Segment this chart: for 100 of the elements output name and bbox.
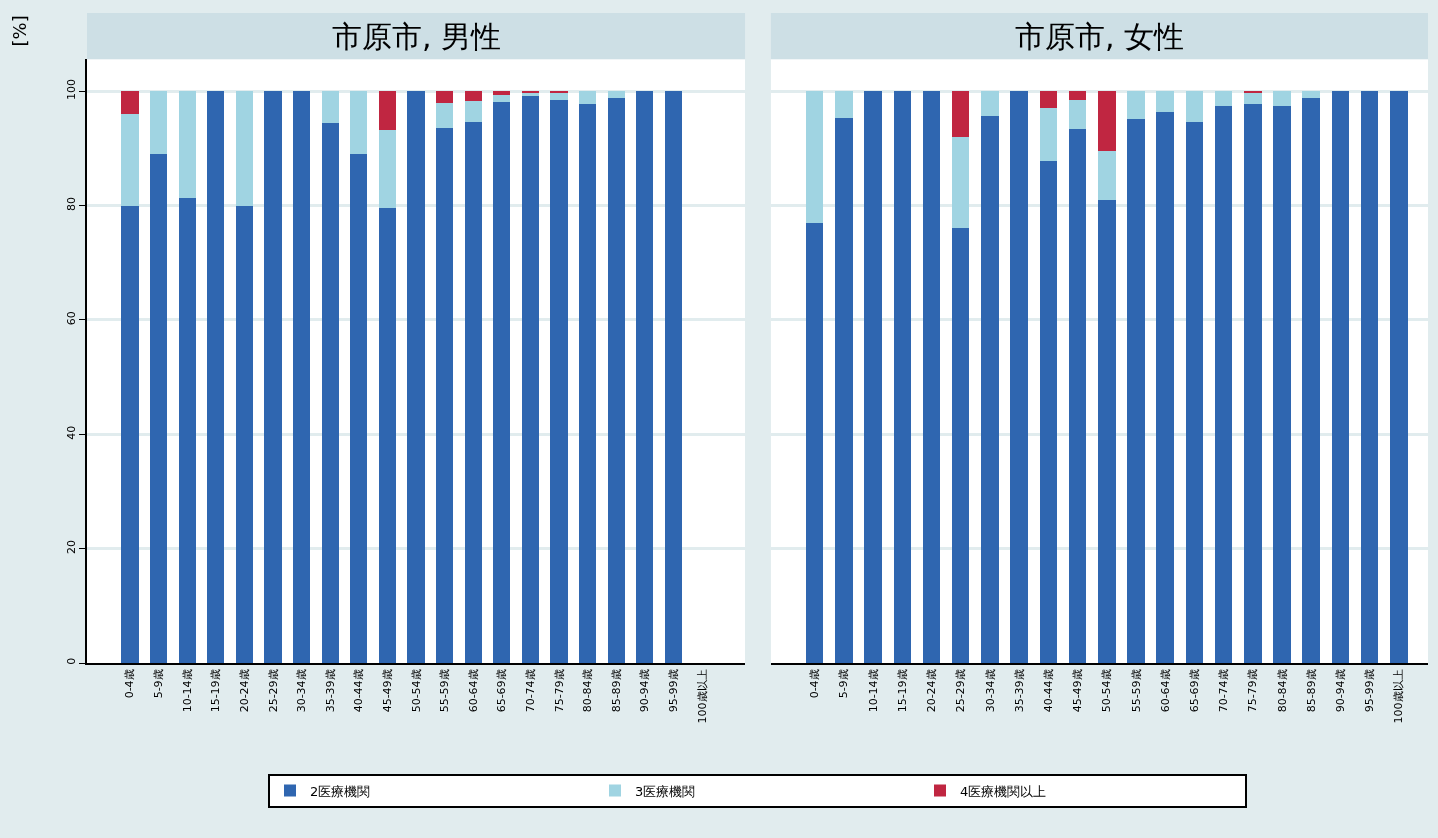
bar xyxy=(951,227,970,663)
x-tick-label: 50-54歳 xyxy=(409,669,423,713)
bar xyxy=(178,198,196,663)
bar xyxy=(436,91,454,103)
x-tick-label: 35-39歳 xyxy=(1012,669,1026,713)
bar xyxy=(1068,129,1087,663)
bar xyxy=(579,103,597,663)
bar xyxy=(1360,91,1379,663)
bar xyxy=(493,91,511,95)
bar xyxy=(1214,106,1233,663)
chart-title: 市原市, 女性 xyxy=(1015,19,1185,54)
bar xyxy=(235,205,253,663)
bar xyxy=(981,115,999,663)
bar xyxy=(1068,100,1087,130)
bar xyxy=(292,91,311,663)
bar xyxy=(493,102,511,663)
bar xyxy=(579,91,597,104)
bar xyxy=(207,91,225,663)
bar xyxy=(1068,91,1087,101)
y-axis-title: [%] xyxy=(9,15,31,47)
x-tick-label: 10-14歳 xyxy=(180,669,194,713)
bar xyxy=(1331,91,1350,663)
bar xyxy=(1039,160,1058,663)
x-tick-label: 5-9歳 xyxy=(837,669,851,699)
bar xyxy=(1390,91,1408,663)
bar xyxy=(922,91,941,663)
bar xyxy=(1156,91,1174,112)
bar xyxy=(1127,91,1145,119)
x-tick-label: 85-89歳 xyxy=(1304,669,1318,713)
bar xyxy=(1097,151,1116,201)
bar xyxy=(550,100,568,663)
y-tick-label: 100 xyxy=(64,79,78,101)
bar xyxy=(464,91,482,101)
x-tick-label: 40-44歳 xyxy=(1041,669,1055,713)
x-tick-label: 65-69歳 xyxy=(495,669,509,713)
bar xyxy=(1185,122,1204,663)
bar xyxy=(464,122,482,663)
bar xyxy=(1097,91,1116,152)
x-tick-label: 25-29歳 xyxy=(266,669,280,713)
bar xyxy=(951,136,970,228)
x-tick-label: 55-59歳 xyxy=(438,669,452,713)
x-tick-label: 80-84歳 xyxy=(581,669,595,713)
x-tick-label: 35-39歳 xyxy=(323,669,337,713)
bar xyxy=(521,95,540,663)
bar xyxy=(235,91,253,206)
legend-label: 2医療機関 xyxy=(310,783,371,799)
bar xyxy=(1302,91,1320,99)
x-tick-label: 40-44歳 xyxy=(352,669,366,713)
bar xyxy=(149,91,168,155)
bar xyxy=(321,123,339,663)
x-tick-label: 60-64歳 xyxy=(466,669,480,713)
bar xyxy=(121,114,139,206)
x-tick-label: 60-64歳 xyxy=(1158,669,1172,713)
x-tick-label: 85-89歳 xyxy=(609,669,623,713)
bar xyxy=(607,98,625,663)
bar xyxy=(1156,111,1174,663)
bar xyxy=(464,100,482,123)
x-tick-label: 0-4歳 xyxy=(808,669,822,699)
bar xyxy=(805,91,824,223)
y-tick-label: 60 xyxy=(64,311,78,326)
bar xyxy=(981,91,999,116)
bar xyxy=(1244,103,1262,663)
bar xyxy=(178,91,196,199)
x-tick-label: 70-74歳 xyxy=(1217,669,1231,713)
x-tick-label: 90-94歳 xyxy=(638,669,652,713)
bar xyxy=(121,91,139,115)
bar xyxy=(1185,91,1204,123)
x-tick-label: 70-74歳 xyxy=(524,669,538,713)
bar xyxy=(1244,92,1262,104)
bar xyxy=(264,91,282,663)
x-tick-label: 65-69歳 xyxy=(1187,669,1201,713)
x-tick-label: 20-24歳 xyxy=(925,669,939,713)
x-tick-label: 30-34歳 xyxy=(983,669,997,713)
bar xyxy=(378,91,396,131)
bar xyxy=(121,205,139,663)
bar xyxy=(1039,108,1058,161)
bar xyxy=(407,91,425,663)
bar xyxy=(893,91,912,663)
x-tick-label: 5-9歳 xyxy=(152,669,166,699)
bar xyxy=(378,208,396,663)
bar xyxy=(149,154,168,663)
y-tick-label: 40 xyxy=(64,425,78,440)
bar xyxy=(951,91,970,137)
bar xyxy=(1010,91,1028,663)
bar xyxy=(664,91,683,663)
bar xyxy=(321,91,339,124)
bar xyxy=(1039,91,1058,109)
x-tick-label: 90-94歳 xyxy=(1333,669,1347,713)
bar xyxy=(493,94,511,103)
bar xyxy=(1214,91,1233,107)
bar xyxy=(550,91,568,94)
bar xyxy=(835,91,853,119)
x-tick-label: 50-54歳 xyxy=(1100,669,1114,713)
x-tick-label: 0-4歳 xyxy=(123,669,137,699)
x-tick-label: 80-84歳 xyxy=(1275,669,1289,713)
bar xyxy=(436,127,454,663)
x-tick-label: 55-59歳 xyxy=(1129,669,1143,713)
x-tick-label: 100歳以上 xyxy=(1392,669,1406,724)
bar xyxy=(636,91,654,663)
x-tick-label: 30-34歳 xyxy=(295,669,309,713)
